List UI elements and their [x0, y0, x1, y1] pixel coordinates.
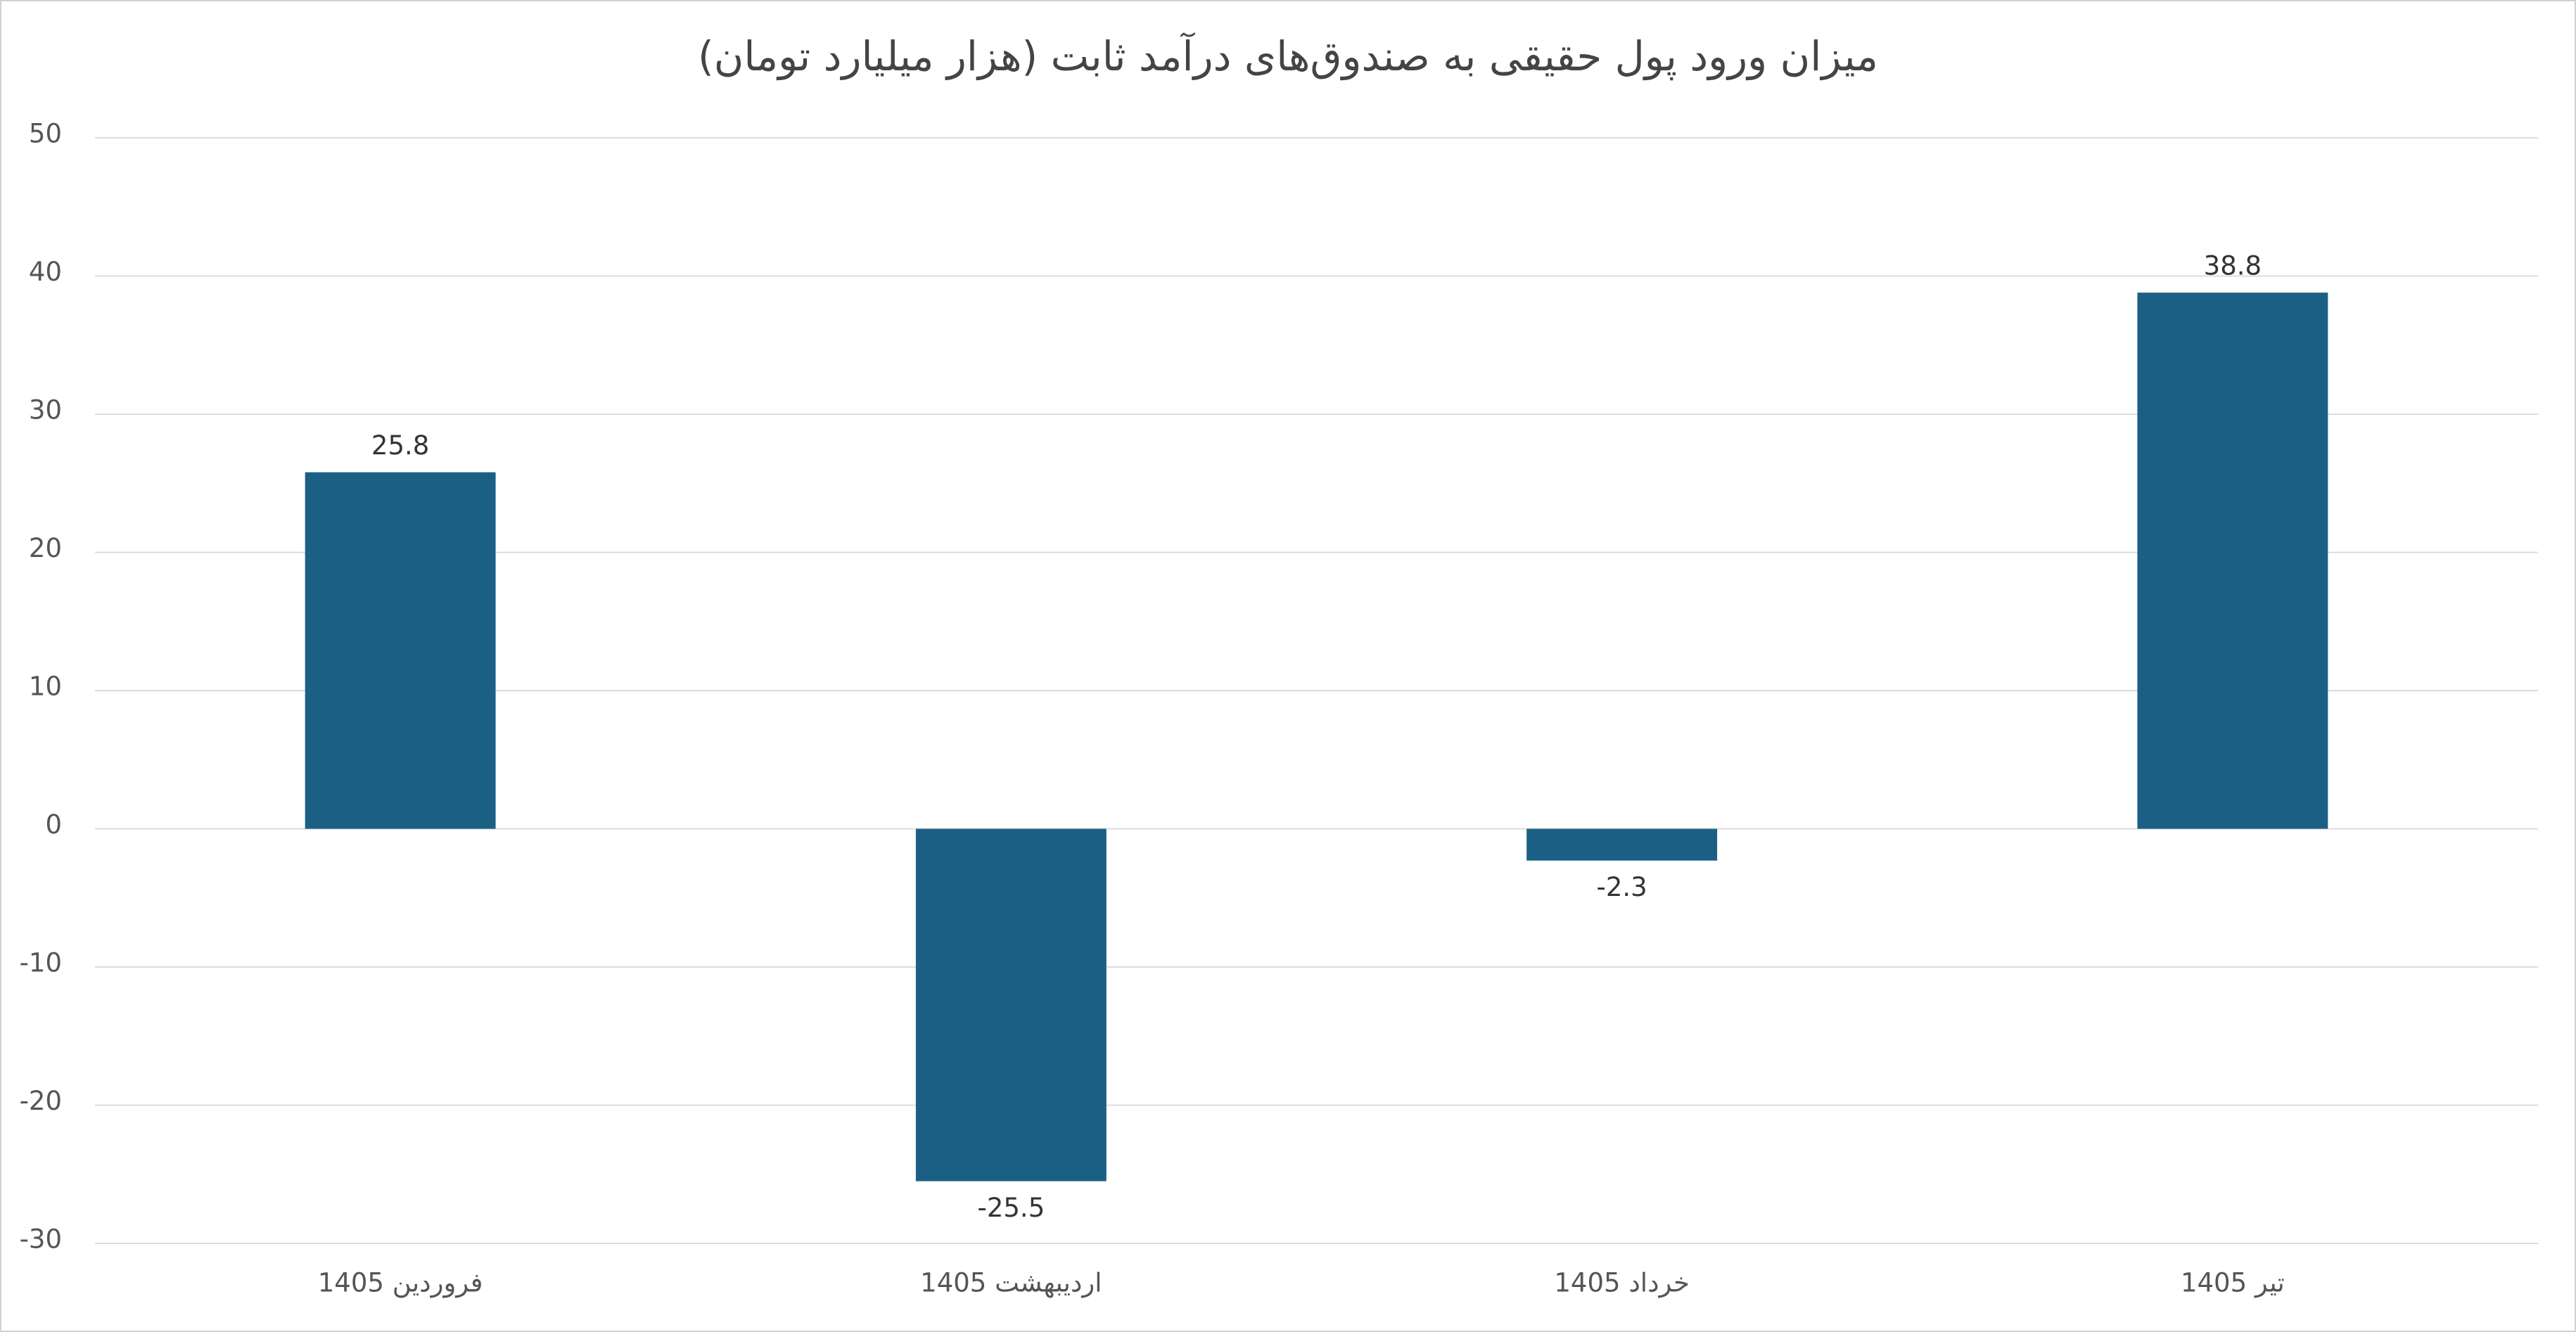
x-tick-label: تیر 1405	[2181, 1268, 2285, 1298]
chart-title: میزان ورود پول حقیقی به صندوق‌های درآمد …	[698, 32, 1878, 81]
bar	[305, 472, 496, 829]
y-tick-label: 20	[29, 533, 62, 563]
y-tick-label: -30	[20, 1224, 62, 1255]
x-tick-label: خرداد 1405	[1554, 1268, 1689, 1298]
bar	[1526, 828, 1718, 861]
value-label: -25.5	[978, 1193, 1045, 1223]
y-tick-label: 50	[29, 119, 62, 149]
y-tick-label: -10	[20, 948, 62, 978]
y-tick-label: -20	[20, 1086, 62, 1116]
value-label: 25.8	[371, 430, 429, 461]
y-tick-label: 30	[29, 395, 62, 425]
bar	[2137, 293, 2328, 829]
y-tick-label: 0	[45, 809, 62, 840]
y-tick-label: 10	[29, 672, 62, 702]
y-tick-label: 40	[29, 257, 62, 287]
x-tick-label: فروردین 1405	[318, 1268, 483, 1298]
value-label: -2.3	[1597, 872, 1647, 902]
x-tick-label: اردیبهشت 1405	[920, 1268, 1102, 1298]
bar	[915, 828, 1107, 1181]
value-label: 38.8	[2204, 251, 2262, 281]
